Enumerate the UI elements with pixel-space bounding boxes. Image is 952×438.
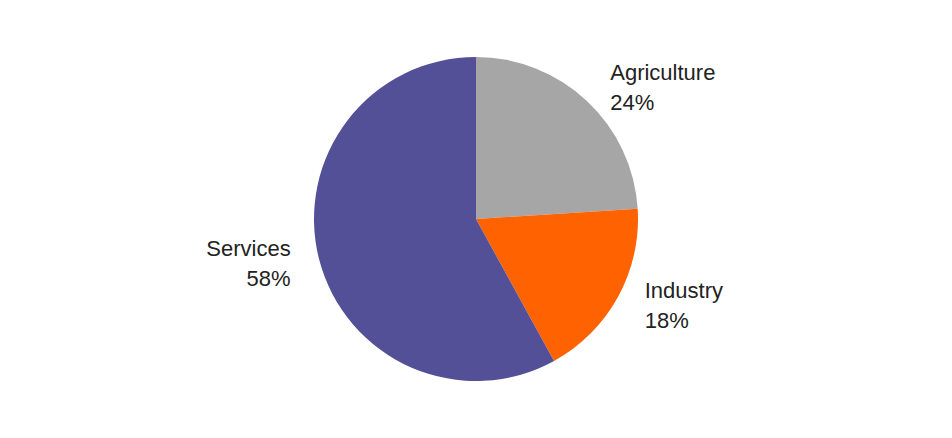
svg-text:Industry: Industry: [645, 278, 723, 303]
svg-text:Services: Services: [206, 236, 290, 261]
svg-text:58%: 58%: [247, 266, 291, 291]
svg-text:Agriculture: Agriculture: [610, 60, 715, 85]
svg-text:18%: 18%: [645, 308, 689, 333]
svg-text:24%: 24%: [610, 90, 654, 115]
